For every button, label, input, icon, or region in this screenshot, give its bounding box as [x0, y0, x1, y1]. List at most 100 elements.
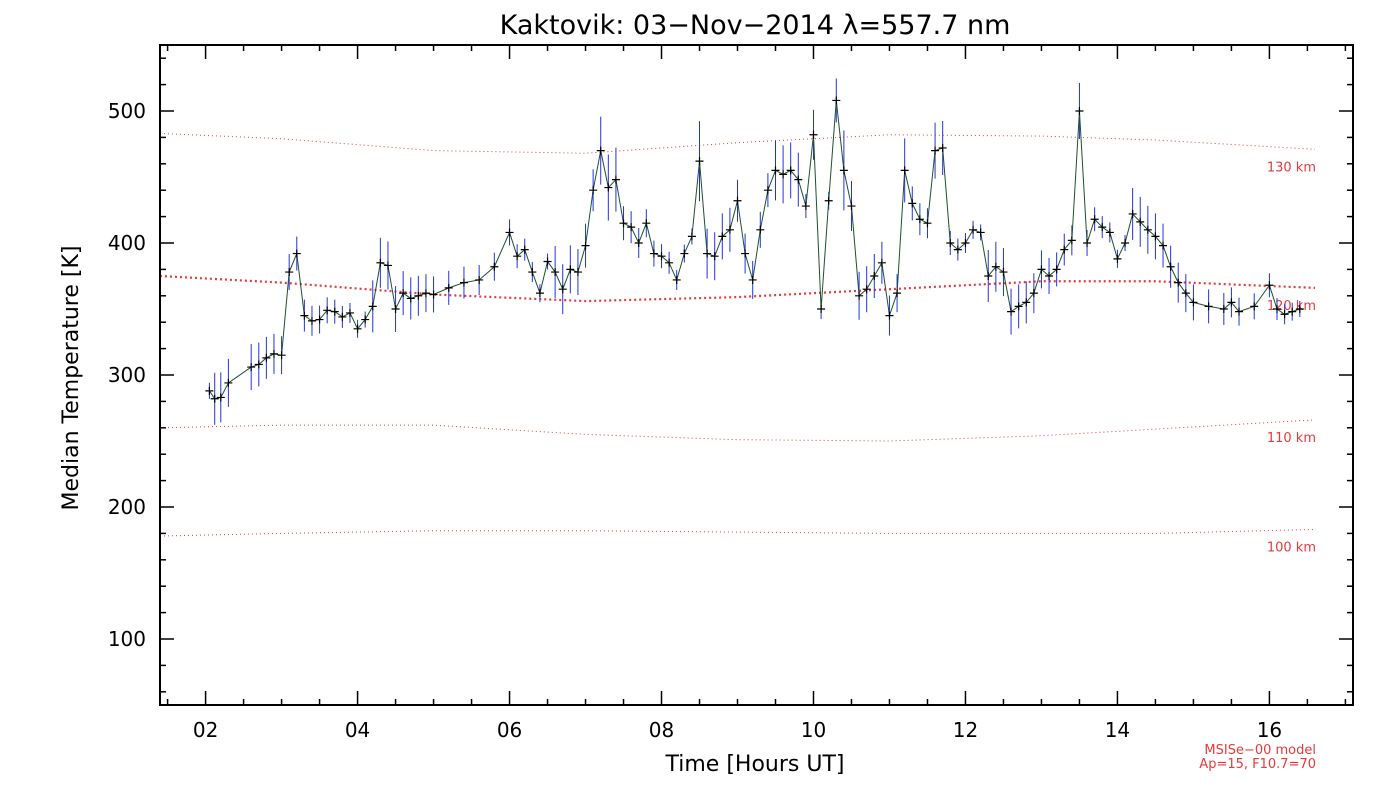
- data-point-121: [1174, 278, 1183, 287]
- data-point-86: [908, 199, 917, 208]
- data-point-99: [1007, 307, 1016, 316]
- data-point-104: [1045, 272, 1054, 280]
- data-point-43: [581, 241, 590, 250]
- x-tick-label-0: 02: [193, 718, 218, 742]
- data-point-45: [596, 146, 605, 155]
- data-point-87: [915, 215, 924, 224]
- data-point-64: [741, 249, 750, 258]
- data-point-59: [703, 249, 712, 258]
- data-point-97: [991, 262, 1000, 271]
- data-point-111: [1098, 223, 1107, 232]
- data-point-106: [1060, 245, 1069, 254]
- data-point-16: [338, 312, 347, 321]
- data-point-67: [763, 186, 772, 195]
- data-point-119: [1159, 241, 1168, 250]
- data-point-55: [672, 275, 681, 284]
- data-point-7: [269, 349, 278, 358]
- data-point-127: [1235, 307, 1244, 316]
- data-point-2: [216, 393, 225, 402]
- data-point-85: [900, 166, 909, 175]
- data-point-69: [779, 170, 788, 179]
- data-point-92: [953, 245, 962, 254]
- data-point-30: [459, 278, 468, 287]
- data-point-83: [885, 311, 894, 320]
- data-point-132: [1288, 307, 1297, 316]
- data-point-53: [657, 252, 666, 261]
- data-point-29: [444, 283, 453, 292]
- y-tick-label-0: 100: [108, 627, 146, 651]
- data-point-113: [1113, 254, 1122, 263]
- data-point-25: [406, 294, 415, 303]
- data-point-26: [414, 291, 423, 300]
- data-point-58: [695, 157, 704, 166]
- data-point-24: [399, 289, 408, 298]
- model-curve-2: [159, 419, 1316, 442]
- data-point-89: [931, 146, 940, 155]
- model-curve-label-0: 130 km: [1267, 160, 1316, 175]
- data-point-39: [551, 268, 560, 277]
- x-tick-label-1: 04: [345, 718, 370, 742]
- x-tick-label-4: 10: [801, 718, 826, 742]
- data-point-124: [1204, 302, 1213, 311]
- data-point-8: [277, 351, 286, 360]
- plot-frame: [159, 44, 1354, 706]
- data-point-35: [520, 245, 529, 254]
- model-curve-1: [159, 274, 1316, 303]
- data-point-12: [307, 316, 316, 325]
- data-point-133: [1295, 305, 1304, 313]
- data-point-131: [1280, 310, 1289, 319]
- model-note-1: MSISe−00 model: [1204, 743, 1316, 758]
- data-point-108: [1075, 107, 1084, 115]
- data-point-5: [254, 360, 263, 369]
- measurement-series: [205, 78, 1304, 425]
- data-point-42: [573, 268, 582, 277]
- data-point-19: [361, 315, 370, 324]
- data-point-103: [1037, 265, 1046, 274]
- data-point-93: [961, 239, 970, 247]
- data-point-74: [817, 305, 826, 313]
- data-point-60: [710, 252, 719, 261]
- data-point-11: [300, 311, 309, 320]
- data-point-13: [315, 315, 324, 324]
- data-point-27: [421, 289, 430, 298]
- data-point-115: [1128, 209, 1137, 218]
- data-point-38: [543, 257, 552, 266]
- data-point-90: [938, 143, 947, 152]
- data-point-41: [566, 265, 575, 274]
- data-point-75: [824, 196, 833, 205]
- model-curve-label-3: 100 km: [1267, 540, 1316, 555]
- data-point-49: [627, 223, 636, 232]
- data-point-65: [748, 275, 757, 284]
- data-point-102: [1029, 289, 1038, 298]
- chart-title: Kaktovik: 03−Nov−2014 λ=557.7 nm: [500, 10, 1011, 41]
- data-point-70: [786, 166, 795, 175]
- data-point-130: [1273, 305, 1282, 313]
- data-point-73: [809, 130, 818, 139]
- data-point-66: [756, 225, 765, 234]
- data-point-20: [368, 302, 377, 311]
- data-point-78: [847, 202, 856, 211]
- data-point-34: [513, 252, 522, 261]
- data-point-128: [1250, 302, 1259, 311]
- y-tick-label-1: 200: [108, 495, 146, 519]
- data-point-120: [1166, 262, 1175, 271]
- data-point-10: [292, 249, 301, 258]
- x-axis-label: Time [Hours UT]: [665, 752, 845, 777]
- data-point-96: [984, 272, 993, 280]
- data-point-68: [771, 166, 780, 175]
- data-point-129: [1265, 281, 1274, 290]
- data-point-0: [205, 386, 214, 395]
- model-curve-0: [159, 132, 1316, 154]
- x-tick-label-5: 12: [953, 718, 978, 742]
- data-point-107: [1067, 236, 1076, 245]
- data-point-15: [330, 307, 339, 316]
- model-curve-label-2: 110 km: [1267, 431, 1316, 446]
- data-point-117: [1143, 225, 1152, 234]
- data-point-18: [353, 324, 362, 333]
- data-point-37: [535, 289, 544, 298]
- data-point-28: [429, 290, 438, 299]
- data-point-95: [976, 228, 985, 237]
- data-point-72: [801, 202, 810, 211]
- y-tick-label-2: 300: [108, 363, 146, 387]
